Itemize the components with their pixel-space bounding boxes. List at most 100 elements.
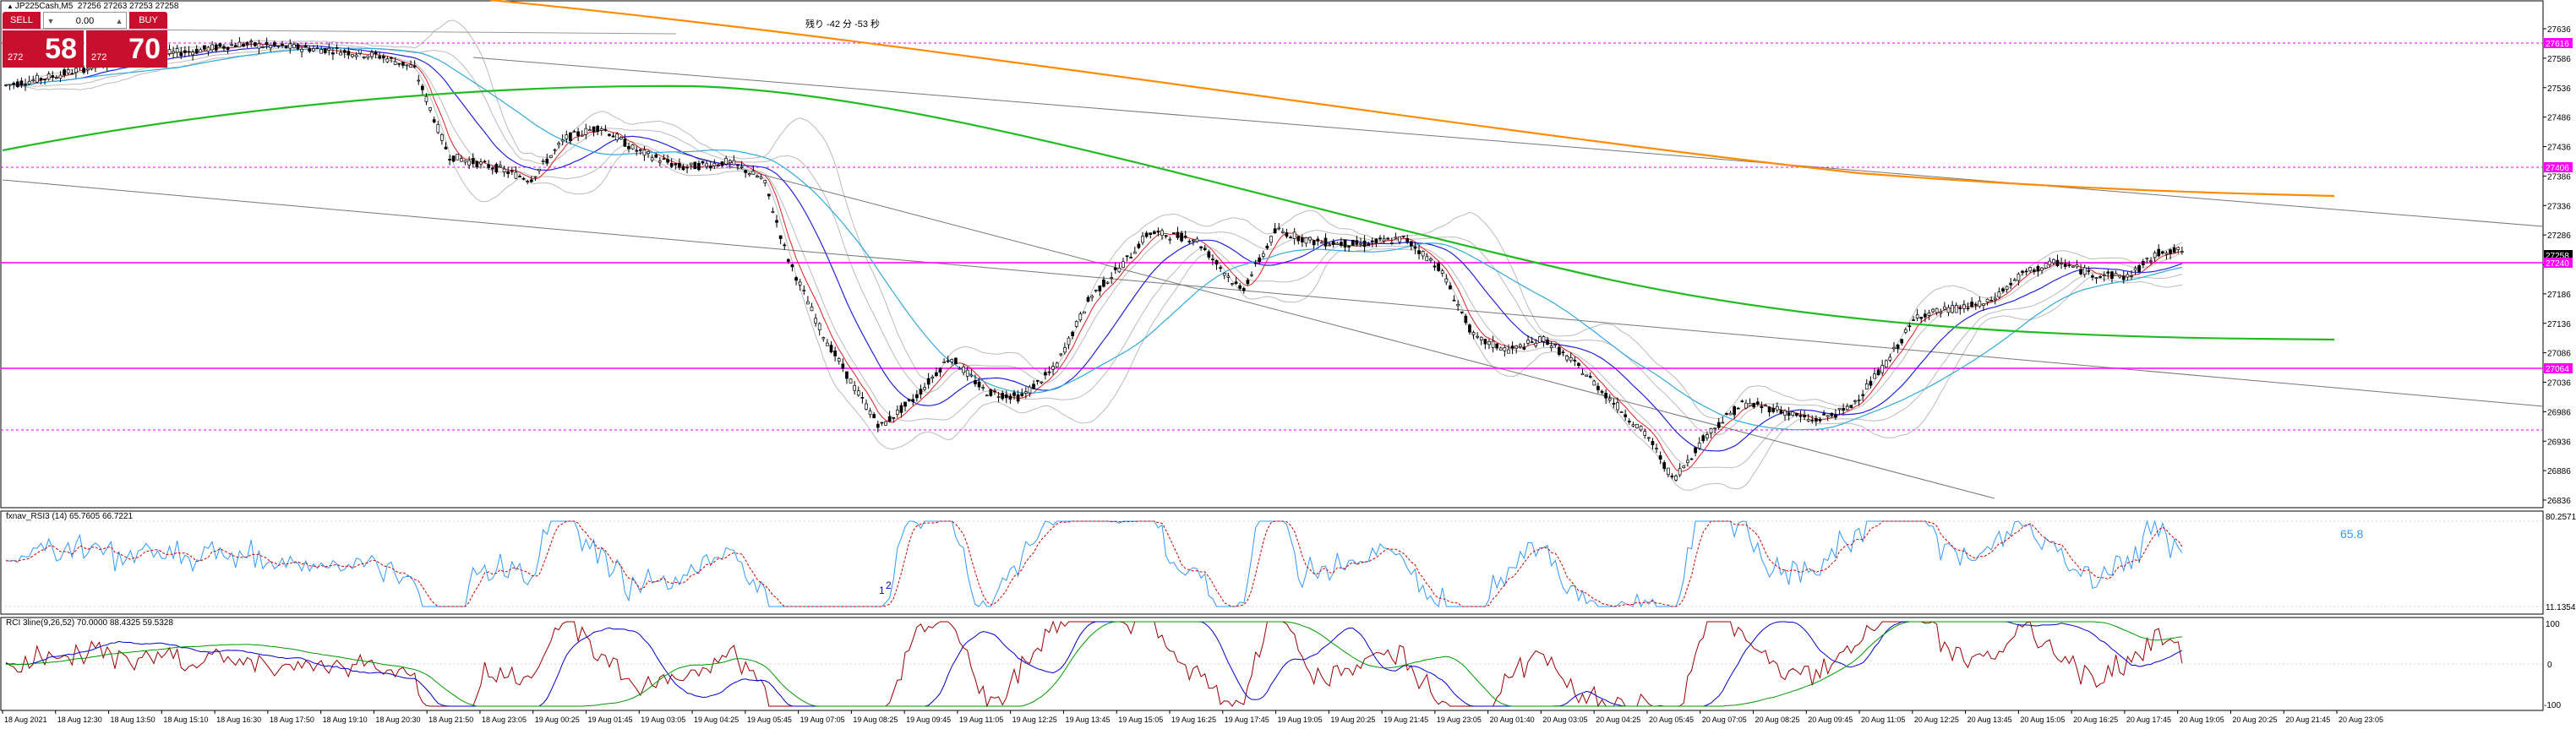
- candle-body: [1510, 345, 1514, 349]
- candle-body: [529, 179, 533, 182]
- candle-body: [669, 162, 674, 167]
- candle-body: [351, 54, 354, 57]
- candle-body: [911, 399, 915, 402]
- candle-body: [744, 170, 748, 173]
- candle-body: [619, 137, 623, 139]
- candle-body: [1331, 241, 1335, 245]
- buy-price-box[interactable]: 272 70: [86, 30, 167, 68]
- buy-price-big: 70: [128, 33, 161, 65]
- candle-body: [249, 41, 254, 43]
- candle-body: [538, 168, 541, 171]
- candle-body: [1035, 380, 1040, 382]
- sell-price-box[interactable]: 272 58: [3, 30, 84, 68]
- rci-title: RCI 3line(9,26,52) 70.0000 88.4325 59.53…: [6, 618, 173, 628]
- candle-body: [2106, 271, 2110, 274]
- candle-body: [1301, 237, 1304, 242]
- candle-body: [1514, 345, 1519, 349]
- candle-body: [1040, 381, 1044, 384]
- candle-body: [1020, 393, 1024, 396]
- price-tick-label: 27386: [2547, 172, 2571, 182]
- candle-body: [1449, 285, 1452, 290]
- candle-body: [1985, 298, 1989, 303]
- candle-body: [557, 143, 560, 145]
- candle-body: [2067, 264, 2071, 267]
- candle-body: [296, 44, 300, 50]
- horizontal-lines[interactable]: [1, 42, 2543, 431]
- candle-body: [1546, 339, 1549, 345]
- candle-body: [596, 125, 599, 133]
- candle-body: [506, 171, 510, 174]
- candle-body: [1931, 308, 1935, 313]
- candle-body: [1355, 240, 1359, 245]
- candle-body: [565, 134, 569, 139]
- price-marker-box: [2544, 258, 2573, 268]
- candle-body: [172, 51, 175, 54]
- time-tick-label: 19 Aug 11:05: [959, 715, 1003, 724]
- rsi-axis-bottom: 11.1354: [2546, 603, 2576, 612]
- candle-body: [1682, 465, 1686, 469]
- price-marker-label: 27064: [2546, 365, 2569, 374]
- buy-button[interactable]: BUY: [129, 12, 167, 29]
- candle-body: [1320, 242, 1323, 244]
- candle-body: [1627, 421, 1631, 422]
- candle-body: [1943, 306, 1946, 310]
- candle-body: [1736, 407, 1740, 410]
- time-tick-label: 18 Aug 13:50: [111, 715, 156, 724]
- time-tick-label: 19 Aug 12:25: [1012, 715, 1057, 724]
- candle-body: [242, 43, 245, 46]
- candle-body: [1861, 394, 1865, 396]
- candle-body: [2063, 264, 2067, 267]
- candle-body: [1340, 242, 1343, 246]
- candle-body: [1537, 336, 1542, 343]
- candle-body: [1308, 237, 1312, 241]
- candle-body: [1951, 305, 1954, 313]
- triangle-icon: ▲: [7, 3, 14, 10]
- candle-body: [409, 64, 412, 68]
- candle-body: [993, 390, 996, 393]
- candle-body: [2114, 273, 2118, 276]
- candle-body: [1518, 344, 1522, 347]
- candle-body: [483, 160, 487, 163]
- candle-body: [845, 371, 849, 379]
- volume-field[interactable]: ▼ 0.00 ▲: [43, 12, 127, 29]
- time-tick-label: 19 Aug 13:45: [1065, 715, 1110, 724]
- candle-body: [1954, 305, 1958, 313]
- candle-body: [1207, 251, 1211, 258]
- candle-body: [2087, 270, 2091, 272]
- candle-body: [1876, 369, 1880, 376]
- candle-body: [312, 48, 315, 52]
- candle-body: [611, 135, 615, 138]
- rci-long-line: [5, 621, 2182, 707]
- candle-body: [467, 160, 471, 166]
- candle-body: [892, 416, 896, 419]
- candle-body: [471, 158, 475, 165]
- candle-body: [381, 56, 385, 58]
- candle-body: [436, 124, 440, 133]
- candle-body: [2005, 286, 2009, 290]
- volume-down-icon[interactable]: ▼: [46, 17, 55, 25]
- volume-up-icon[interactable]: ▲: [115, 17, 123, 25]
- candle-body: [1417, 250, 1421, 254]
- candle-body: [1740, 400, 1744, 403]
- candle-body: [183, 50, 187, 53]
- candle-body: [1558, 346, 1561, 356]
- candle-body: [456, 154, 460, 160]
- candle-body: [1273, 228, 1277, 234]
- candle-body: [1292, 231, 1296, 239]
- candle-body: [705, 163, 708, 167]
- candle-body: [1880, 365, 1885, 373]
- candle-body: [2017, 273, 2021, 281]
- price-tick-label: 26936: [2547, 438, 2571, 447]
- time-tick-label: 18 Aug 21:50: [428, 715, 473, 724]
- candle-body: [1055, 362, 1059, 367]
- sell-button[interactable]: SELL: [3, 12, 41, 29]
- time-tick-label: 20 Aug 05:45: [1649, 715, 1694, 724]
- candle-body: [701, 160, 705, 164]
- candle-body: [1962, 304, 1966, 309]
- time-tick-label: 19 Aug 23:05: [1437, 715, 1482, 724]
- rsi-value-label: 65.8: [2340, 527, 2363, 541]
- candle-body: [1721, 422, 1725, 424]
- moving-averages: [2, 0, 2335, 472]
- candle-body: [1382, 238, 1386, 242]
